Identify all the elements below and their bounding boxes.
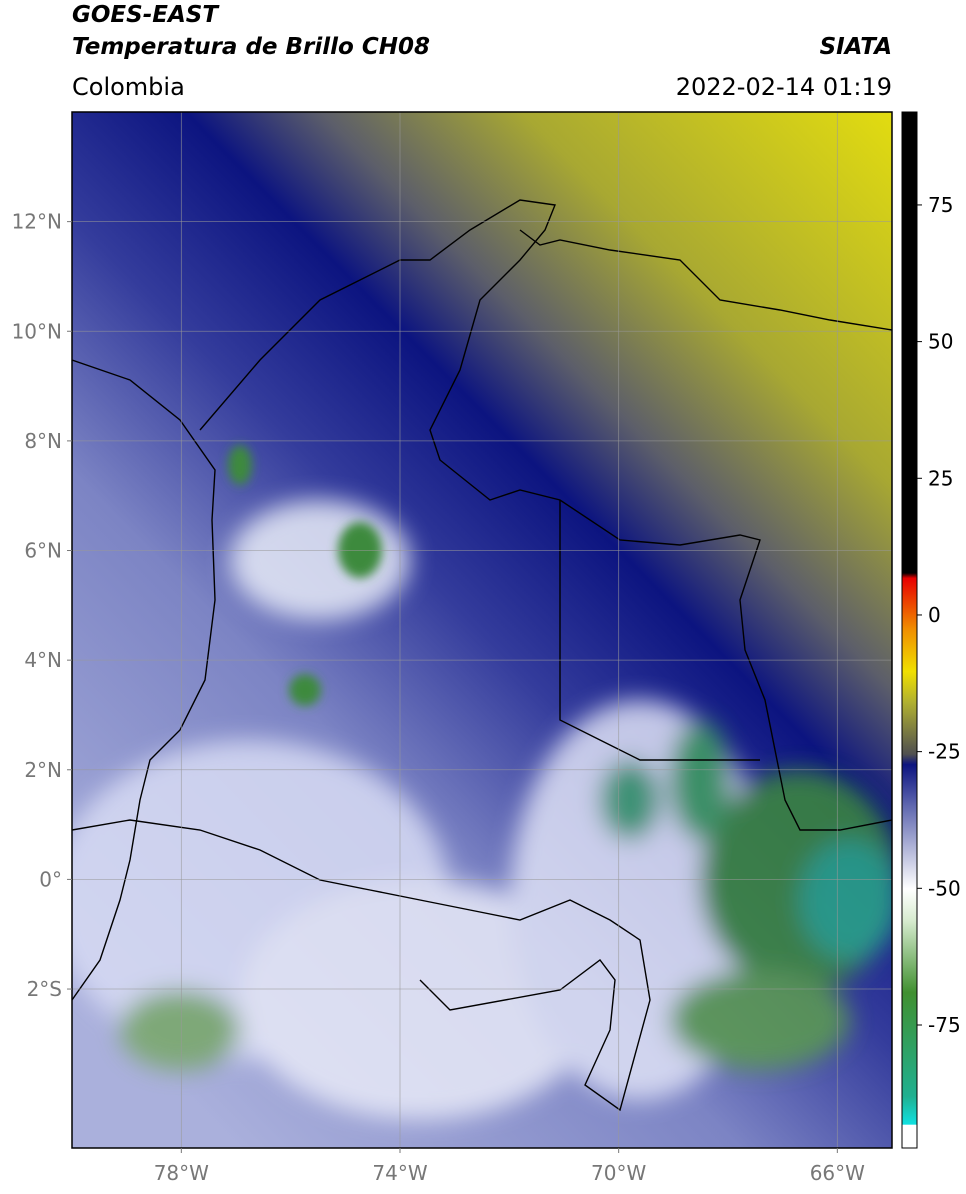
colorbar-tick-label: -25: [928, 740, 961, 764]
source: SIATA: [820, 34, 892, 60]
lat-tick-label: 4°N: [24, 648, 62, 672]
title: GOES-EAST: [72, 2, 220, 28]
lat-tick-label: 12°N: [12, 210, 62, 234]
colorbar-tick-label: -50: [928, 876, 961, 900]
lon-tick-label: 70°W: [591, 1161, 646, 1185]
lat-tick-label: 6°N: [24, 539, 62, 563]
colorbar-tick-label: 75: [928, 193, 953, 217]
colorbar-tick-label: -75: [928, 1013, 961, 1037]
subtitle: Temperatura de Brillo CH08: [72, 34, 430, 60]
lat-tick-label: 0°: [39, 867, 62, 891]
satellite-image: [72, 112, 892, 1148]
lat-tick-label: 8°N: [24, 429, 62, 453]
colorbar-tick-label: 25: [928, 466, 953, 490]
region: Colombia: [72, 73, 185, 101]
lat-tick-label: 2°S: [27, 977, 62, 1001]
lon-tick-label: 66°W: [810, 1161, 865, 1185]
lat-tick-label: 2°N: [24, 758, 62, 782]
colorbar-tick-label: 50: [928, 330, 953, 354]
lon-tick-label: 74°W: [372, 1161, 427, 1185]
colorbar: [901, 111, 918, 1149]
lat-tick-label: 10°N: [12, 319, 62, 343]
map-frame: [71, 111, 893, 1149]
timestamp: 2022-02-14 01:19: [676, 73, 892, 101]
lon-tick-label: 78°W: [154, 1161, 209, 1185]
colorbar-tick-label: 0: [928, 603, 941, 627]
